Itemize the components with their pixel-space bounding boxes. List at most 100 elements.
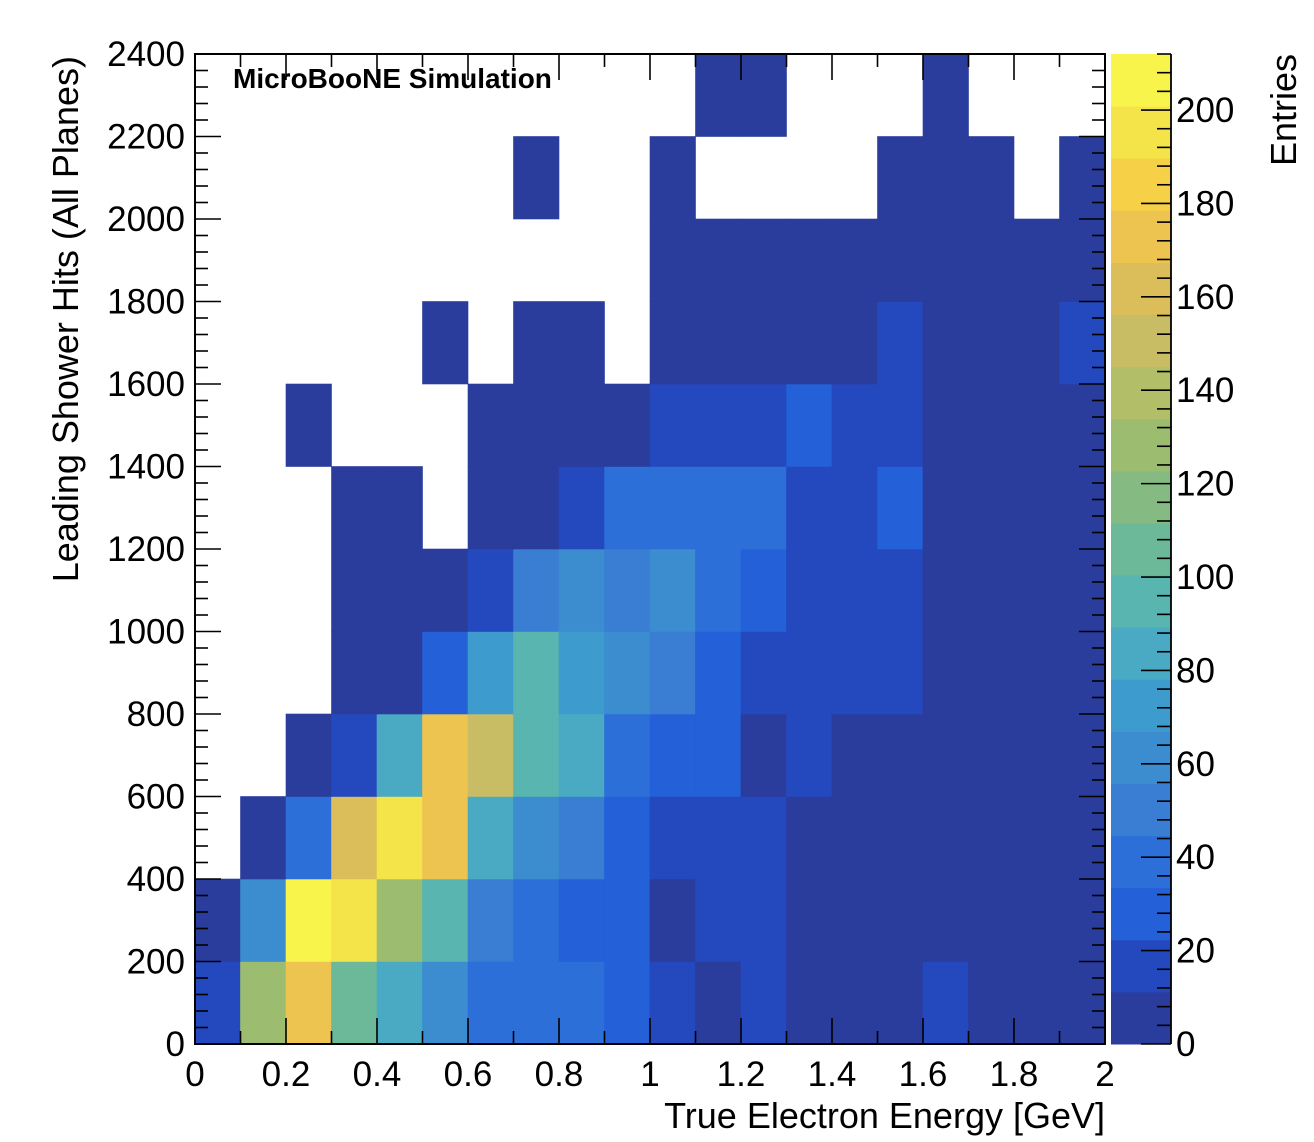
- x-tick-label: 0.4: [353, 1055, 402, 1094]
- heatmap-cell: [968, 301, 1015, 385]
- heatmap-cell: [604, 713, 651, 797]
- heatmap-cell: [877, 548, 924, 632]
- heatmap-cell: [1059, 796, 1106, 880]
- colorbar-band: [1111, 522, 1171, 576]
- heatmap-cell: [786, 301, 833, 385]
- heatmap-cell: [285, 796, 332, 880]
- heatmap-cell: [877, 218, 924, 302]
- heatmap-cell: [513, 796, 560, 880]
- heatmap-cell: [831, 301, 878, 385]
- y-tick-label: 600: [127, 778, 185, 817]
- heatmap-cell: [376, 631, 423, 715]
- heatmap-cell: [1013, 631, 1060, 715]
- heatmap-cell: [467, 466, 514, 550]
- heatmap-cell: [513, 878, 560, 962]
- heatmap-cell: [877, 136, 924, 220]
- colorbar-band: [1111, 991, 1171, 1045]
- heatmap-cell: [922, 53, 969, 137]
- colorbar-tick-label: 20: [1176, 932, 1215, 971]
- heatmap-cell: [695, 631, 742, 715]
- heatmap-cell: [695, 713, 742, 797]
- heatmap-cell: [922, 136, 969, 220]
- heatmap-cell: [331, 466, 378, 550]
- heatmap-cell: [376, 796, 423, 880]
- heatmap-cell: [467, 548, 514, 632]
- colorbar-tick-label: 180: [1176, 184, 1234, 223]
- heatmap-cell: [376, 713, 423, 797]
- colorbar-tick-label: 140: [1176, 371, 1234, 410]
- heatmap-cell: [604, 631, 651, 715]
- y-tick-label: 1600: [107, 365, 185, 404]
- heatmap-cell: [695, 796, 742, 880]
- heatmap-cell: [649, 631, 696, 715]
- colorbar-tick-label: 160: [1176, 278, 1234, 317]
- heatmap-cell: [513, 631, 560, 715]
- x-tick-label: 1.8: [990, 1055, 1039, 1094]
- heatmap-cell: [968, 136, 1015, 220]
- y-tick-label: 0: [166, 1025, 185, 1064]
- heatmap-cell: [1013, 301, 1060, 385]
- heatmap-cell: [831, 466, 878, 550]
- heatmap-cell: [649, 961, 696, 1045]
- heatmap-cell: [558, 548, 605, 632]
- y-tick-label: 2000: [107, 200, 185, 239]
- colorbar-ticks: 0 20 40 60 80 100 120 140 160 180 200: [1141, 53, 1234, 1064]
- heatmap-cell: [922, 713, 969, 797]
- x-tick-label: 1: [640, 1055, 659, 1094]
- heatmap-cell: [422, 631, 469, 715]
- heatmap-cell: [786, 218, 833, 302]
- colorbar-band: [1111, 54, 1171, 107]
- x-tick-label: 2: [1095, 1055, 1114, 1094]
- heatmap-cell: [831, 548, 878, 632]
- y-tick-label: 800: [127, 695, 185, 734]
- y-tick-label: 1000: [107, 613, 185, 652]
- colorbar-title: Entries: [1263, 54, 1304, 166]
- heatmap-cell: [513, 466, 560, 550]
- colorbar-band: [1111, 783, 1171, 837]
- heatmap-cell: [331, 878, 378, 962]
- heatmap-cell: [695, 466, 742, 550]
- heatmap-cell: [467, 961, 514, 1045]
- heatmap-cell: [786, 548, 833, 632]
- heatmap-cell: [968, 961, 1015, 1045]
- heatmap-cell: [695, 301, 742, 385]
- colorbar-band: [1111, 835, 1171, 889]
- heatmap-cell: [1013, 218, 1060, 302]
- simulation-label: MicroBooNE Simulation: [233, 63, 552, 94]
- heatmap-cell: [1013, 466, 1060, 550]
- heatmap-cell: [331, 713, 378, 797]
- colorbar-tick-label: 200: [1176, 91, 1234, 130]
- heatmap-cell: [922, 631, 969, 715]
- heatmap-cell: [740, 961, 787, 1045]
- heatmap-cell: [604, 796, 651, 880]
- colorbar-band: [1111, 418, 1171, 472]
- heatmap-cell: [831, 631, 878, 715]
- heatmap-cell: [467, 878, 514, 962]
- heatmap-cell: [240, 878, 287, 962]
- colorbar-band: [1111, 366, 1171, 420]
- colorbar-band: [1111, 731, 1171, 784]
- colorbar-tick-label: 0: [1176, 1025, 1195, 1064]
- x-tick-label: 0.6: [444, 1055, 493, 1094]
- colorbar-band: [1111, 262, 1171, 316]
- heatmap-cell: [786, 631, 833, 715]
- x-tick-label: 1.4: [808, 1055, 857, 1094]
- heatmap-cell: [877, 301, 924, 385]
- heatmap-cell: [467, 796, 514, 880]
- heatmap-cell: [604, 466, 651, 550]
- heatmap-cell: [1013, 713, 1060, 797]
- heatmap-cell: [695, 548, 742, 632]
- heatmap-cell: [285, 961, 332, 1045]
- heatmap-cell: [331, 631, 378, 715]
- heatmap-cell: [422, 961, 469, 1045]
- heatmap-cell: [922, 796, 969, 880]
- heatmap-cell: [740, 548, 787, 632]
- heatmap-cell: [1059, 218, 1106, 302]
- heatmap-cell: [1013, 961, 1060, 1045]
- colorbar: [1111, 54, 1172, 1045]
- heatmap-cell: [695, 878, 742, 962]
- heatmap-cell: [695, 961, 742, 1045]
- heatmap-cell: [786, 713, 833, 797]
- heatmap-cell: [1059, 548, 1106, 632]
- heatmap-cell: [877, 713, 924, 797]
